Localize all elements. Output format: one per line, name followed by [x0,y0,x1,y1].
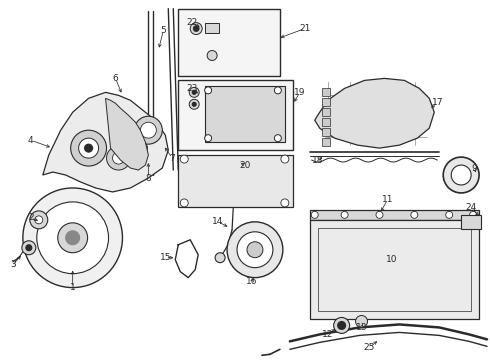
Text: 13: 13 [356,323,368,332]
Circle shape [141,122,156,138]
Circle shape [58,223,88,253]
Circle shape [37,202,108,274]
Circle shape [281,155,289,163]
Text: 2: 2 [28,213,34,222]
Bar [205,86,285,142]
Circle shape [215,253,225,263]
Circle shape [334,318,349,333]
Circle shape [274,135,281,141]
Circle shape [35,216,43,224]
Circle shape [106,146,130,170]
Circle shape [66,231,80,245]
Text: 8: 8 [146,174,151,183]
Circle shape [113,152,124,164]
Circle shape [443,157,479,193]
Circle shape [193,26,199,32]
Circle shape [189,99,199,109]
Bar [178,9,280,76]
Text: 15: 15 [160,253,171,262]
Bar [322,128,330,136]
Circle shape [446,211,453,219]
Polygon shape [315,78,434,148]
Text: 9: 9 [471,163,477,172]
Circle shape [134,116,162,144]
Text: 14: 14 [213,217,224,226]
Text: 4: 4 [28,136,34,145]
Text: 7: 7 [170,154,175,163]
Circle shape [274,87,281,94]
Text: 5: 5 [160,26,166,35]
Bar [322,98,330,106]
Bar [318,228,471,311]
Circle shape [85,144,93,152]
Circle shape [180,155,188,163]
Circle shape [237,232,273,268]
Bar [310,210,479,220]
Circle shape [247,242,263,258]
Text: 17: 17 [432,98,443,107]
Text: 25: 25 [364,343,375,352]
Text: 3: 3 [10,260,16,269]
Circle shape [227,222,283,278]
Circle shape [190,23,202,35]
Bar [322,138,330,146]
Circle shape [311,211,318,219]
Circle shape [411,211,418,219]
Bar [178,80,293,150]
Polygon shape [105,98,148,170]
Circle shape [189,87,199,97]
Circle shape [78,138,98,158]
Circle shape [205,135,212,141]
Circle shape [469,211,477,219]
Circle shape [356,315,368,328]
Text: 19: 19 [294,88,306,97]
Circle shape [451,165,471,185]
Text: 20: 20 [239,161,251,170]
Circle shape [207,50,217,60]
Text: 24: 24 [466,203,477,212]
Text: 16: 16 [246,277,258,286]
Circle shape [23,188,123,288]
Bar [178,155,293,207]
Polygon shape [43,92,168,192]
Text: 6: 6 [113,74,119,83]
Circle shape [281,199,289,207]
Circle shape [129,139,147,157]
Text: 10: 10 [386,255,397,264]
Circle shape [134,144,143,152]
Circle shape [180,199,188,207]
Text: 21: 21 [299,24,311,33]
Text: 11: 11 [382,195,393,204]
Circle shape [205,87,212,94]
Bar [205,23,219,32]
Circle shape [192,102,196,106]
Text: 18: 18 [312,156,323,165]
Bar [310,220,479,319]
Circle shape [341,211,348,219]
Circle shape [192,90,196,94]
Bar [461,215,481,229]
Circle shape [338,321,345,329]
Bar [322,108,330,116]
Text: 12: 12 [322,330,333,339]
Text: 22: 22 [187,18,198,27]
Text: 23: 23 [187,84,198,93]
Bar [322,118,330,126]
Circle shape [71,130,106,166]
Circle shape [22,241,36,255]
Circle shape [30,211,48,229]
Text: 1: 1 [70,283,75,292]
Circle shape [26,245,32,251]
Circle shape [376,211,383,219]
Bar [322,88,330,96]
